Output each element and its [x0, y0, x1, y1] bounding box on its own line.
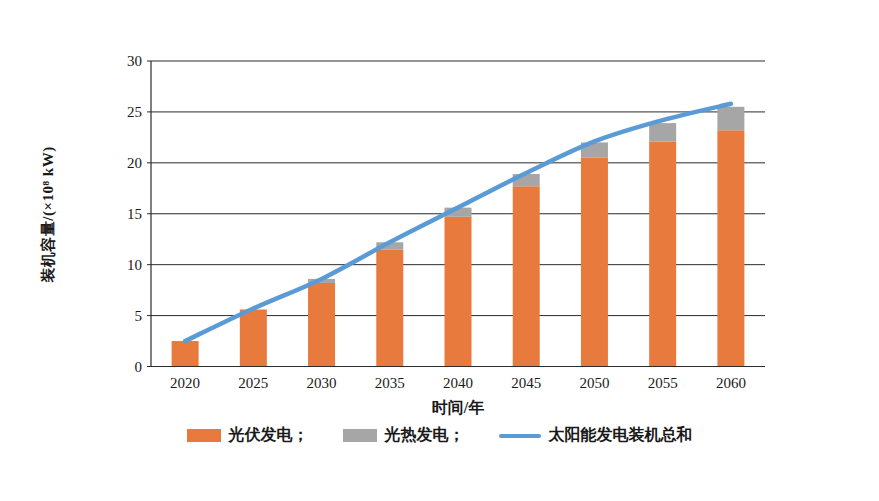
csp-bar-2060 [717, 107, 744, 130]
total-line-swatch-icon [499, 434, 541, 438]
x-tick-label-2030: 2030 [307, 375, 337, 391]
pv-bar-2030 [308, 283, 335, 367]
x-tick-label-2055: 2055 [648, 375, 678, 391]
y-tick-label: 10 [127, 257, 142, 273]
y-axis-title: 装机容量/(×10⁸ kW) [39, 105, 58, 325]
y-tick-label: 30 [127, 53, 142, 69]
x-tick-label-2040: 2040 [443, 375, 473, 391]
legend-label-csp: 光热发电； [385, 425, 465, 446]
y-tick-label: 20 [127, 155, 142, 171]
x-tick-label-2045: 2045 [511, 375, 541, 391]
legend-item-pv: 光伏发电； [187, 425, 309, 446]
csp-swatch-icon [343, 429, 377, 442]
legend: 光伏发电； 光热发电； 太阳能发电装机总和 [0, 425, 879, 446]
pv-bar-2045 [513, 186, 540, 366]
x-axis-title: 时间/年 [151, 398, 765, 419]
pv-bar-2055 [649, 141, 676, 366]
x-tick-label-2035: 2035 [375, 375, 405, 391]
pv-bar-2025 [240, 309, 267, 366]
pv-swatch-icon [187, 429, 221, 442]
y-tick-label: 0 [135, 359, 143, 375]
pv-bar-2060 [717, 130, 744, 366]
pv-bar-2040 [445, 217, 472, 367]
legend-label-pv: 光伏发电； [229, 425, 309, 446]
csp-bar-2055 [649, 123, 676, 141]
y-tick-label: 15 [127, 206, 142, 222]
x-tick-label-2060: 2060 [716, 375, 746, 391]
pv-bar-2020 [172, 341, 199, 366]
legend-label-total: 太阳能发电装机总和 [549, 425, 693, 446]
x-tick-label-2025: 2025 [238, 375, 268, 391]
y-tick-label: 25 [127, 104, 142, 120]
y-tick-label: 5 [135, 308, 143, 324]
chart-figure: 0510152025302020202520302035204020452050… [0, 0, 879, 501]
pv-bar-2035 [376, 249, 403, 366]
pv-bar-2050 [581, 158, 608, 367]
x-tick-label-2020: 2020 [170, 375, 200, 391]
x-tick-label-2050: 2050 [579, 375, 609, 391]
legend-item-total: 太阳能发电装机总和 [499, 425, 693, 446]
legend-item-csp: 光热发电； [343, 425, 465, 446]
